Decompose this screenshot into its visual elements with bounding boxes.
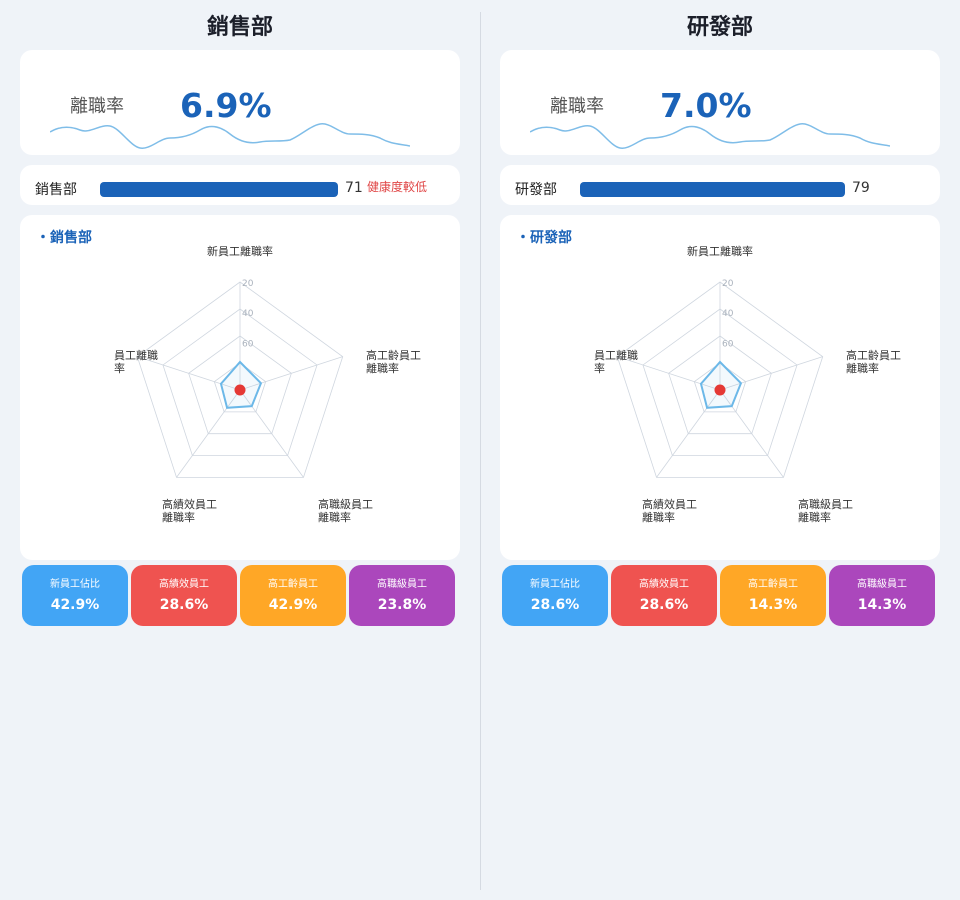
metric-tiles: 新員工佔比 28.6% 高績效員工 28.6% 高工齡員工 14.3% 高職級員… xyxy=(502,565,938,626)
radar-spoke xyxy=(239,356,343,391)
metric-tile-label: 高職級員工 xyxy=(377,579,427,590)
radar-center-marker xyxy=(234,384,246,396)
radar-axis-label-overall: 員工離職 率 xyxy=(114,349,158,375)
radar-grid-ring xyxy=(162,308,318,456)
radar-spoke xyxy=(719,389,784,478)
radar-spoke xyxy=(239,389,304,478)
radar-center-marker xyxy=(714,384,726,396)
radar-grid-ring xyxy=(642,308,798,456)
radar-spoke xyxy=(137,356,241,391)
turnover-rate-label: 離職率 xyxy=(550,96,604,117)
health-warning-text: 健康度較低 xyxy=(367,180,428,194)
turnover-rate-card: 離職率 6.9% xyxy=(20,50,460,155)
radar-axis-label-senior-tenure: 高工齡員工 離職率 xyxy=(366,349,421,375)
metric-tiles: 新員工佔比 42.9% 高績效員工 28.6% 高工齡員工 42.9% 高職級員… xyxy=(22,565,458,626)
radar-axis-label-high-rank: 高職級員工 離職率 xyxy=(798,498,853,524)
radar-tick-label: 60 xyxy=(722,339,734,349)
health-score-bar xyxy=(100,182,338,197)
radar-tick-label: 20 xyxy=(722,279,734,289)
metric-tile-value: 28.6% xyxy=(159,597,209,613)
radar-tick-label: 20 xyxy=(242,279,254,289)
turnover-rate-value: 6.9% xyxy=(180,86,272,125)
turnover-rate-card: 離職率 7.0% xyxy=(500,50,940,155)
metric-tile-label: 高績效員工 xyxy=(159,579,209,590)
metric-tile-value: 14.3% xyxy=(857,597,907,613)
health-score-bar xyxy=(580,182,845,197)
radar-spoke xyxy=(656,389,721,478)
radar-grid-ring xyxy=(668,335,772,435)
radar-grid-ring xyxy=(616,281,824,478)
health-score-card: 研發部 79 xyxy=(500,165,940,205)
sparkline-path xyxy=(530,123,890,149)
metric-tile-label: 高職級員工 xyxy=(857,579,907,590)
metric-tile-value: 28.6% xyxy=(530,597,580,613)
metric-tile-label: 新員工佔比 xyxy=(50,579,100,590)
turnover-sparkline xyxy=(530,123,890,149)
metric-tile-value: 42.9% xyxy=(50,597,100,613)
metric-tile-value: 42.9% xyxy=(268,597,318,613)
metric-tile-high-performance: 高績效員工 28.6% xyxy=(611,565,717,626)
radar-grid-ring xyxy=(136,281,344,478)
radar-tick-label: 60 xyxy=(242,339,254,349)
radar-spoke xyxy=(176,389,241,478)
turnover-sparkline xyxy=(50,123,410,149)
radar-grid-ring xyxy=(693,362,747,413)
department-panel-sales: 銷售部 離職率 6.9% 銷售部 71 健康度較低 ・銷售部 20 40 60 新員… xyxy=(20,0,460,900)
metric-tile-label: 新員工佔比 xyxy=(530,579,580,590)
department-title: 研發部 xyxy=(686,15,753,40)
radar-axis-label-new-employee: 新員工離職率 xyxy=(207,245,273,258)
radar-spoke xyxy=(719,356,823,391)
turnover-rate-value: 7.0% xyxy=(660,86,752,125)
metric-tile-new-employee: 新員工佔比 42.9% xyxy=(22,565,128,626)
health-score-card: 銷售部 71 健康度較低 xyxy=(20,165,460,205)
health-score-value: 71 xyxy=(345,180,363,196)
radar-axis-label-overall: 員工離職 率 xyxy=(594,349,638,375)
radar-chart: 20 40 60 xyxy=(136,279,344,478)
radar-chart-card: ・銷售部 20 40 60 新員工離職率 高工齡員工 離職率 高職級員工 離職率 高… xyxy=(20,215,460,560)
metric-tile-label: 高工齡員工 xyxy=(748,579,798,590)
radar-chart-title: ・銷售部 xyxy=(36,230,92,246)
metric-tile-label: 高工齡員工 xyxy=(268,579,318,590)
metric-tile-value: 23.8% xyxy=(377,597,427,613)
radar-axis-label-high-performance: 高績效員工 離職率 xyxy=(162,498,217,524)
radar-grid-ring xyxy=(188,335,292,435)
metric-tile-new-employee: 新員工佔比 28.6% xyxy=(502,565,608,626)
turnover-rate-label: 離職率 xyxy=(70,96,124,117)
metric-tile-high-rank: 高職級員工 23.8% xyxy=(349,565,455,626)
radar-axis-label-high-rank: 高職級員工 離職率 xyxy=(318,498,373,524)
metric-tile-label: 高績效員工 xyxy=(639,579,689,590)
radar-spoke xyxy=(617,356,721,391)
health-bar-label: 銷售部 xyxy=(35,182,77,198)
radar-chart-title: ・研發部 xyxy=(516,230,572,246)
radar-axis-label-senior-tenure: 高工齡員工 離職率 xyxy=(846,349,901,375)
department-panel-rd: 研發部 離職率 7.0% 研發部 79 ・研發部 20 40 60 新員工離職率 高… xyxy=(500,0,940,900)
radar-axis-label-high-performance: 高績效員工 離職率 xyxy=(642,498,697,524)
metric-tile-senior-tenure: 高工齡員工 14.3% xyxy=(720,565,826,626)
health-score-value: 79 xyxy=(852,180,870,196)
sparkline-path xyxy=(50,123,410,149)
metric-tile-senior-tenure: 高工齡員工 42.9% xyxy=(240,565,346,626)
metric-tile-value: 14.3% xyxy=(748,597,798,613)
panel-divider xyxy=(480,12,481,890)
radar-chart-card: ・研發部 20 40 60 新員工離職率 高工齡員工 離職率 高職級員工 離職率 高… xyxy=(500,215,940,560)
health-bar-label: 研發部 xyxy=(515,182,557,198)
radar-grid-ring xyxy=(213,362,267,413)
radar-tick-label: 40 xyxy=(722,309,734,319)
metric-tile-high-rank: 高職級員工 14.3% xyxy=(829,565,935,626)
metric-tile-high-performance: 高績效員工 28.6% xyxy=(131,565,237,626)
metric-tile-value: 28.6% xyxy=(639,597,689,613)
radar-chart: 20 40 60 xyxy=(616,279,824,478)
radar-axis-label-new-employee: 新員工離職率 xyxy=(687,245,753,258)
radar-tick-label: 40 xyxy=(242,309,254,319)
department-title: 銷售部 xyxy=(206,15,273,40)
